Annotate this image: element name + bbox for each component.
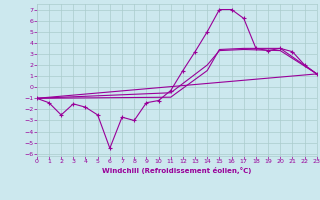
X-axis label: Windchill (Refroidissement éolien,°C): Windchill (Refroidissement éolien,°C) — [102, 167, 252, 174]
